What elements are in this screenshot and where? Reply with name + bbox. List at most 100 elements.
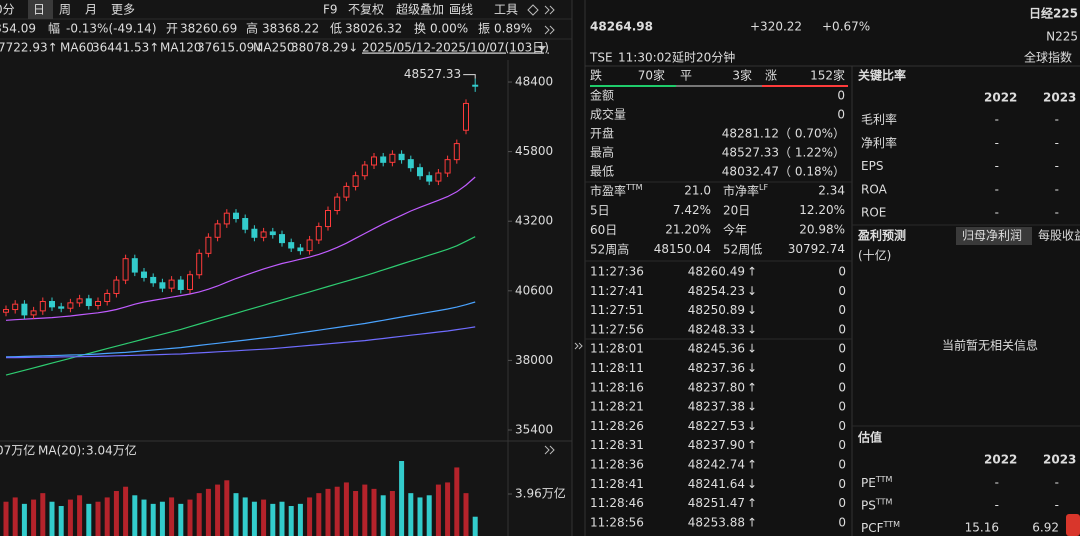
period-tab[interactable]: 周 bbox=[59, 3, 71, 17]
candle-body bbox=[389, 153, 396, 163]
breadth-bar bbox=[676, 85, 762, 87]
change: +320.22 bbox=[750, 20, 802, 34]
section-title: 估值 bbox=[857, 430, 882, 445]
valuation-label: PETTM bbox=[861, 475, 892, 490]
candle-body bbox=[150, 276, 157, 284]
stat-label: 开盘 bbox=[590, 126, 614, 141]
volume-bar bbox=[316, 493, 322, 536]
metric-label-main: 52周高 bbox=[590, 241, 629, 256]
ratio-label: ROE bbox=[861, 206, 886, 220]
app-icon[interactable] bbox=[1066, 514, 1080, 536]
plot bbox=[3, 78, 479, 376]
legend-value: 37615.09↓ bbox=[197, 41, 264, 55]
valuation-value: 6.92 bbox=[1032, 521, 1059, 535]
valuation-label-main: PE bbox=[861, 476, 876, 490]
candle-body bbox=[343, 185, 350, 198]
candle-body bbox=[444, 159, 451, 174]
stat-label: 成交量 bbox=[590, 107, 626, 122]
stat-label: 开 bbox=[166, 22, 178, 36]
candle-body bbox=[205, 236, 212, 254]
year-header: 2022 bbox=[984, 453, 1017, 467]
metric-label: 5日 bbox=[590, 203, 610, 217]
volume-bar bbox=[77, 495, 83, 536]
volume-bar bbox=[242, 497, 248, 536]
tick-direction: ↑ bbox=[747, 438, 757, 452]
candle-body bbox=[371, 156, 377, 166]
valuation-label-sup: TTM bbox=[875, 497, 893, 506]
tool-button[interactable]: 超级叠加 bbox=[396, 2, 444, 17]
stat-value: 48527.33（ 1.22%） bbox=[722, 146, 845, 160]
volume-bar bbox=[49, 501, 55, 536]
period-tab[interactable]: 月 bbox=[85, 3, 97, 17]
collapse-icon[interactable] bbox=[544, 5, 555, 15]
volume-bar bbox=[86, 503, 92, 536]
legend-name: MA120 bbox=[160, 41, 201, 55]
tool-button[interactable]: 工具 bbox=[494, 3, 518, 17]
tick-price: 48251.47 bbox=[688, 496, 745, 510]
chart-panel bbox=[0, 0, 572, 536]
period-tab[interactable]: 日 bbox=[33, 3, 45, 17]
y-tick-label: 3.96万亿 bbox=[515, 486, 566, 501]
metric-label-main: 52周低 bbox=[723, 242, 762, 256]
tool-button[interactable]: F9 bbox=[323, 3, 338, 17]
candle-body bbox=[131, 258, 138, 273]
dropdown-icon[interactable] bbox=[538, 46, 546, 51]
valuation-label: PSTTM bbox=[861, 497, 892, 512]
volume-bar bbox=[141, 499, 147, 536]
year-header: 2022 bbox=[984, 91, 1017, 105]
y-tick-label: 38000 bbox=[515, 353, 553, 367]
date-range[interactable]: 2025/05/12-2025/10/07(103日) bbox=[362, 41, 549, 55]
tick-volume: 0 bbox=[838, 380, 846, 394]
volume-bar bbox=[95, 501, 101, 536]
tool-button[interactable]: 不复权 bbox=[348, 3, 384, 17]
forecast-tab[interactable]: 每股收益 bbox=[1038, 228, 1080, 243]
tick-price: 48237.90 bbox=[688, 438, 745, 452]
candle-body bbox=[242, 218, 249, 230]
valuation-label-sup: TTM bbox=[883, 520, 901, 529]
candle-body bbox=[3, 309, 9, 313]
stat-value: 48281.12（ 0.70%） bbox=[722, 127, 845, 141]
tick-price: 48237.38 bbox=[688, 400, 745, 414]
forecast-tab[interactable]: 归母净利润 bbox=[962, 229, 1022, 243]
breadth-bar bbox=[590, 85, 676, 87]
candle-body bbox=[95, 301, 101, 307]
high-label: 48527.33 bbox=[404, 67, 461, 81]
legend-value: 7722.93↑ bbox=[0, 41, 58, 55]
metric-label: 今年 bbox=[723, 222, 747, 237]
volume-label: 07万亿 bbox=[0, 443, 35, 458]
candle-body bbox=[85, 298, 92, 307]
period-tab[interactable]: 更多 bbox=[111, 3, 135, 17]
tick-volume: 0 bbox=[838, 515, 846, 529]
tick-direction: ↑ bbox=[747, 380, 757, 394]
legend-name: MA60 bbox=[60, 41, 94, 55]
candle-body bbox=[113, 279, 120, 294]
settings-icon[interactable] bbox=[527, 4, 539, 16]
y-tick-label: 43200 bbox=[515, 214, 553, 228]
year-header: 2023 bbox=[1043, 453, 1076, 467]
volume-bar bbox=[169, 497, 175, 536]
ratio-label: 净利率 bbox=[861, 135, 897, 150]
candle-body bbox=[30, 310, 37, 316]
volume-bar bbox=[325, 488, 331, 536]
tick-time: 11:27:51 bbox=[590, 303, 644, 317]
stat-value: 0.89% bbox=[494, 22, 532, 36]
valuation-value: 15.16 bbox=[965, 521, 999, 535]
metric-label: 市净率LF bbox=[723, 183, 768, 198]
stat-label: 换 bbox=[414, 22, 426, 36]
stat-label: 金额 bbox=[590, 88, 614, 103]
tick-time: 11:28:11 bbox=[590, 361, 644, 375]
collapse-icon[interactable] bbox=[544, 445, 555, 455]
metric-value: 21.20% bbox=[665, 223, 711, 237]
tick-volume: 0 bbox=[838, 458, 846, 472]
tick-direction: ↑ bbox=[747, 515, 757, 529]
expand-icon[interactable] bbox=[574, 342, 583, 350]
candle-body bbox=[196, 252, 203, 276]
collapse-icon[interactable] bbox=[544, 25, 555, 35]
tool-button[interactable]: 画线 bbox=[449, 3, 473, 17]
volume-bar bbox=[113, 491, 119, 536]
period-tab[interactable]: 0分 bbox=[0, 3, 15, 17]
volume-bar bbox=[159, 501, 165, 536]
ratio-value: - bbox=[995, 159, 999, 173]
valuation-value: - bbox=[1055, 498, 1059, 512]
